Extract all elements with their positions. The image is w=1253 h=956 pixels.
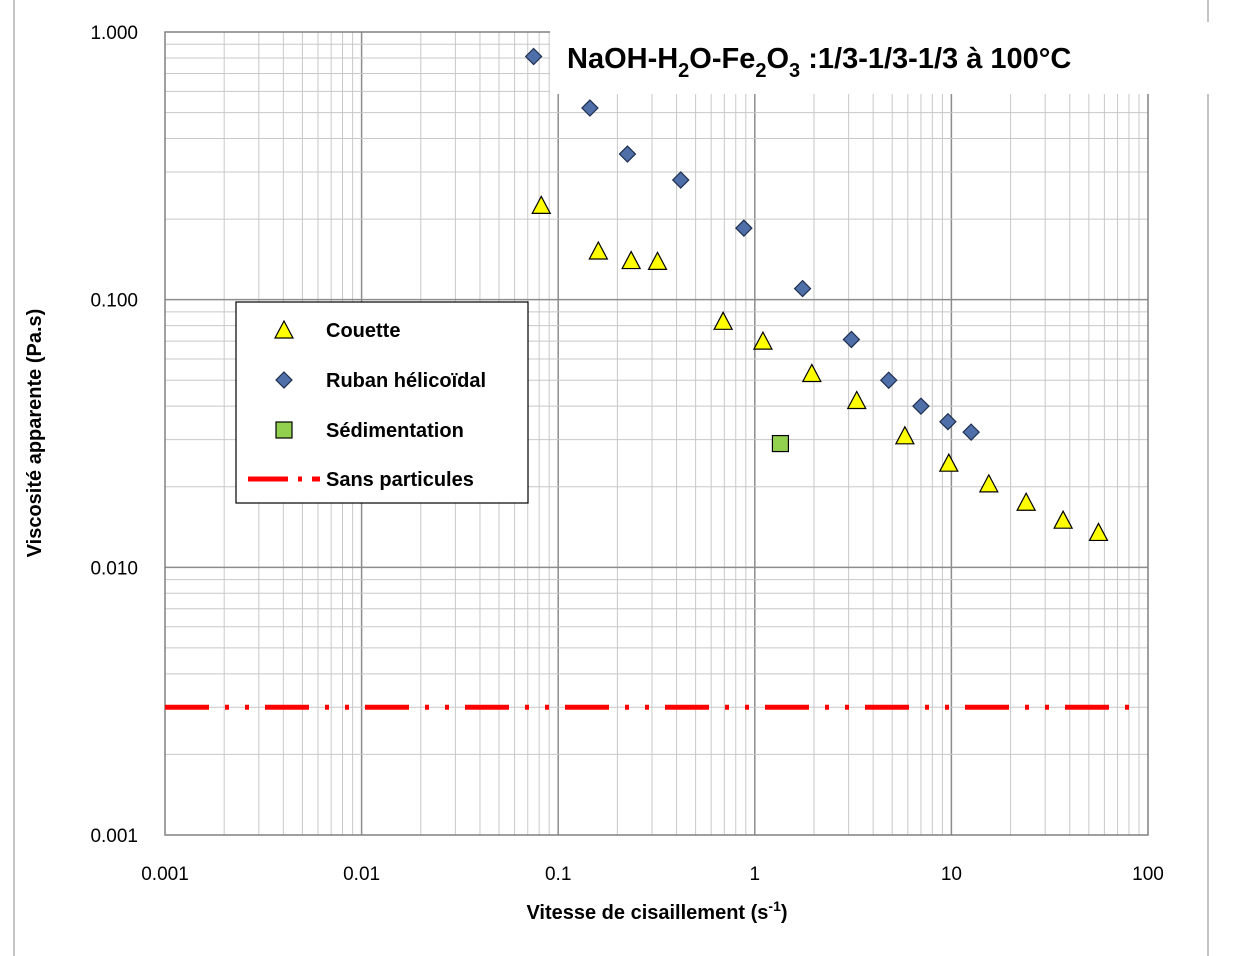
- data-point-triangle: [531, 195, 552, 214]
- title-background: [550, 22, 1245, 94]
- data-point-diamond: [524, 47, 543, 66]
- legend-label: Ruban hélicoïdal: [326, 370, 486, 392]
- data-point-diamond: [939, 412, 957, 431]
- data-point-triangle: [938, 452, 959, 472]
- data-point-diamond: [793, 279, 812, 298]
- data-point-triangle: [621, 250, 642, 270]
- data-point-triangle: [1016, 491, 1037, 511]
- data-point-triangle: [1053, 509, 1074, 529]
- data-point-diamond: [618, 145, 637, 163]
- legend-swatch-diamond: [275, 371, 293, 389]
- legend-label: Sans particules: [326, 469, 474, 491]
- x-axis-label: Vitesse de cisaillement (s-1): [526, 898, 787, 924]
- chart-title: NaOH-H2O-Fe2O3 :1/3-1/3-1/3 à 100°C: [567, 43, 1071, 82]
- legend-swatch-triangle: [274, 319, 294, 339]
- y-tick-label: 1.000: [90, 23, 138, 44]
- y-tick-label: 0.010: [90, 558, 138, 579]
- legend-label: Couette: [326, 320, 400, 342]
- data-point-diamond: [962, 423, 980, 441]
- data-marks: [165, 47, 1135, 710]
- y-tick-label: 0.100: [90, 291, 138, 312]
- y-axis-label: Viscosité apparente (Pa.s): [24, 309, 46, 558]
- legend: Couette Ruban hélicoïdal Sédimentation Sans…: [235, 301, 529, 504]
- x-tick-label: 100: [1132, 864, 1164, 885]
- data-point-triangle: [801, 363, 822, 383]
- y-tick-label: 0.001: [90, 826, 138, 847]
- x-tick-label: 0.01: [343, 864, 380, 885]
- data-point-triangle: [894, 425, 915, 445]
- data-point-diamond: [842, 330, 861, 349]
- data-point-triangle: [846, 390, 867, 410]
- x-tick-label: 0.1: [545, 864, 571, 885]
- x-tick-label: 10: [941, 864, 962, 885]
- legend-label: Sédimentation: [326, 420, 464, 442]
- x-tick-label: 1: [750, 864, 761, 885]
- data-point-diamond: [581, 99, 599, 117]
- data-point-diamond: [912, 397, 930, 416]
- data-point-diamond: [735, 219, 753, 238]
- data-point-triangle: [978, 473, 999, 493]
- data-point-diamond: [671, 171, 690, 189]
- data-point-square: [771, 434, 790, 453]
- data-point-diamond: [879, 371, 898, 390]
- data-point-triangle: [752, 330, 773, 350]
- legend-swatch-square: [275, 421, 293, 439]
- data-point-triangle: [588, 240, 609, 260]
- x-tick-label: 0.001: [141, 864, 189, 885]
- data-point-triangle: [713, 311, 734, 330]
- data-point-triangle: [647, 251, 668, 270]
- tick-labels: 0.001 0.01 0.1 1 10 100 0.001 0.010 0.100 1.000: [90, 23, 1163, 885]
- data-point-triangle: [1088, 522, 1109, 542]
